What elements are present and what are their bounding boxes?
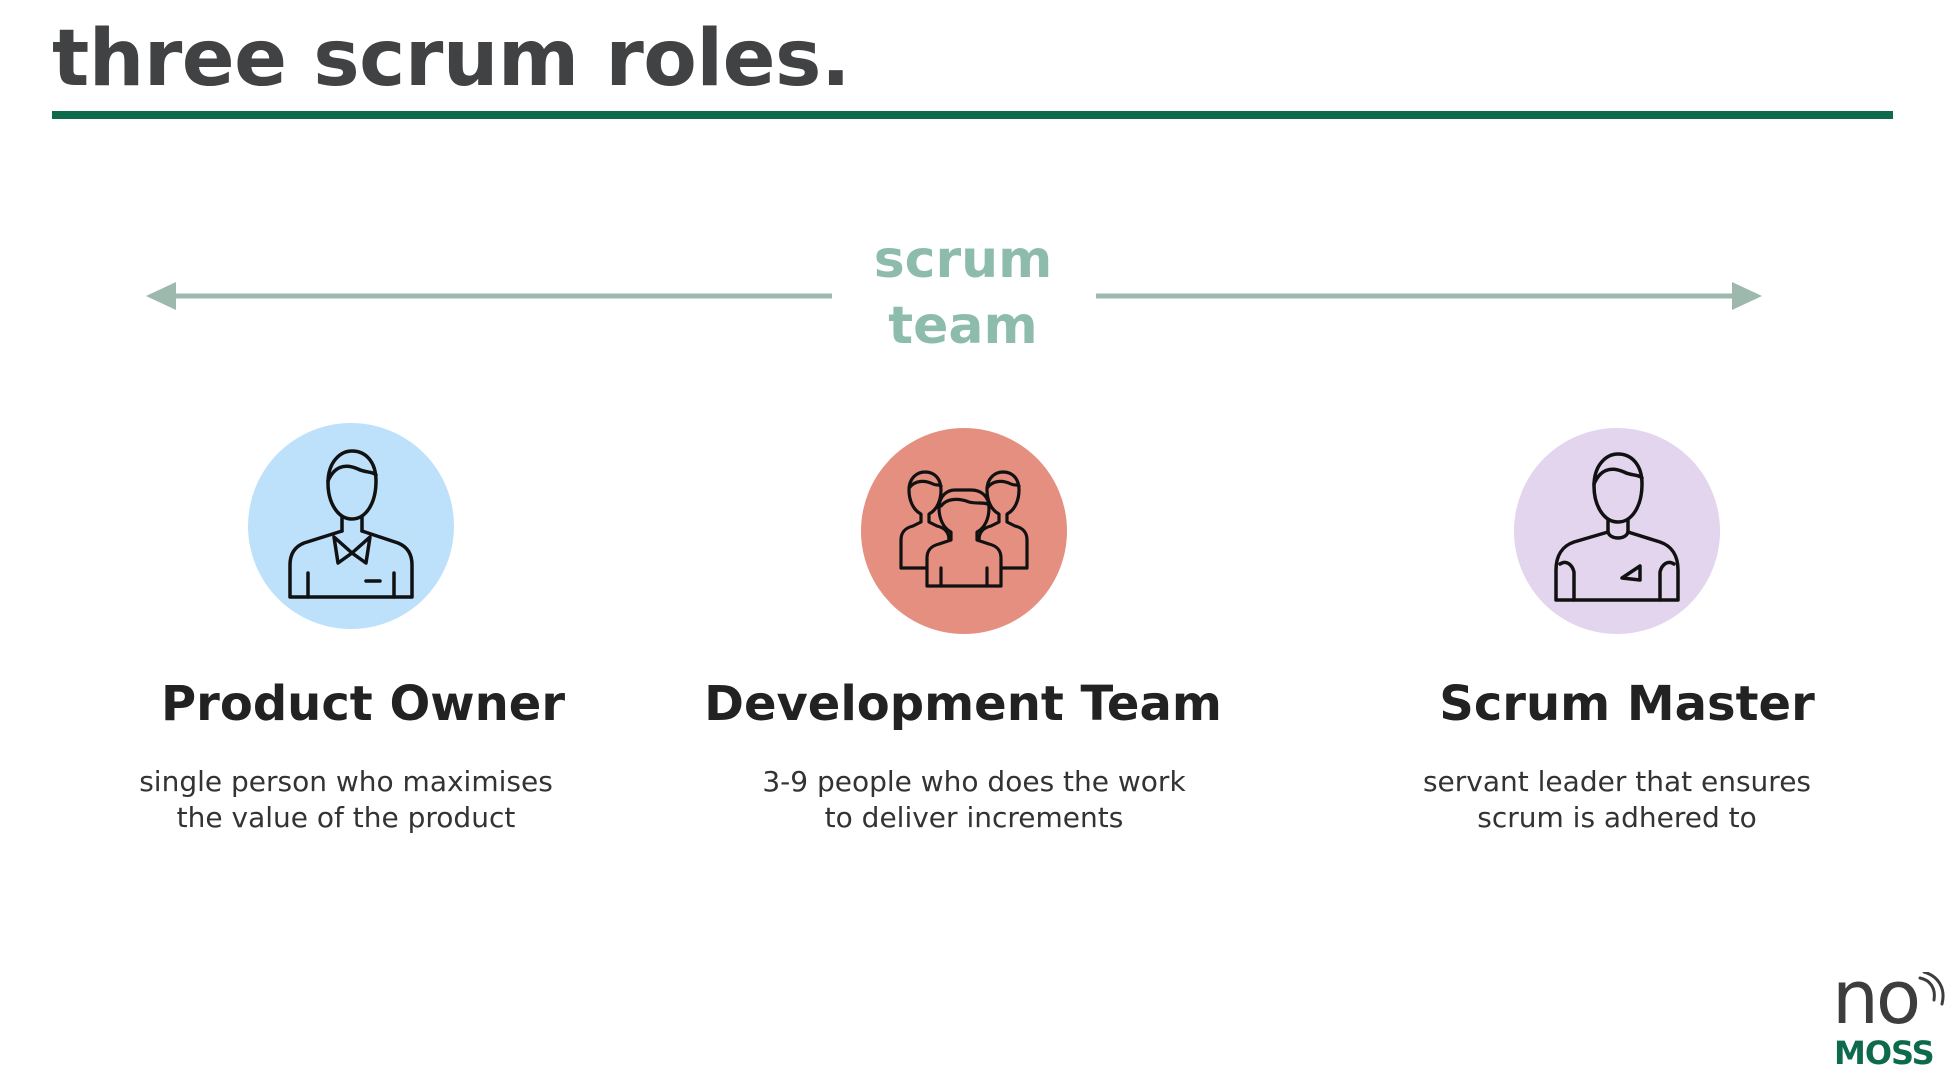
logo-word-no: no xyxy=(1832,955,1921,1041)
right-arrowhead-icon xyxy=(1732,282,1762,310)
scrum-master-desc-line1: servant leader that ensures xyxy=(1422,765,1812,798)
product-owner-desc-line1: single person who maximises xyxy=(139,765,553,798)
logo-word-moss: MOSS xyxy=(1834,1034,1935,1072)
product-owner-description: single person who maximises the value of… xyxy=(66,764,626,836)
scrum-master-desc-line2: scrum is adhered to xyxy=(1477,801,1757,834)
scrum-master-description: servant leader that ensures scrum is adh… xyxy=(1337,764,1897,836)
product-owner-title: Product Owner xyxy=(160,676,565,732)
scrum-master-circle xyxy=(1514,428,1720,634)
development-team-icon xyxy=(899,470,1029,588)
title-divider xyxy=(52,111,1893,119)
slide-title: three scrum roles. xyxy=(52,14,851,104)
product-owner-desc-line2: the value of the product xyxy=(176,801,516,834)
scrum-team-label-line1: scrum xyxy=(873,230,1053,290)
product-owner-circle xyxy=(248,423,454,629)
scrum-master-title: Scrum Master xyxy=(1439,676,1815,732)
development-team-circle xyxy=(861,428,1067,634)
scrum-team-label-line2: team xyxy=(888,296,1038,356)
left-arrowhead-icon xyxy=(146,282,176,310)
development-team-desc-line1: 3-9 people who does the work xyxy=(762,765,1186,798)
nomoss-logo: no MOSS xyxy=(1826,958,1946,1078)
product-owner-icon xyxy=(288,449,414,599)
development-team-desc-line2: to deliver increments xyxy=(824,801,1124,834)
development-team-title: Development Team xyxy=(704,676,1222,732)
scrum-master-icon xyxy=(1554,452,1680,602)
scrum-team-label: scrum team xyxy=(838,227,1088,359)
signal-waves-icon xyxy=(1918,972,1945,1006)
development-team-description: 3-9 people who does the work to deliver … xyxy=(694,764,1254,836)
